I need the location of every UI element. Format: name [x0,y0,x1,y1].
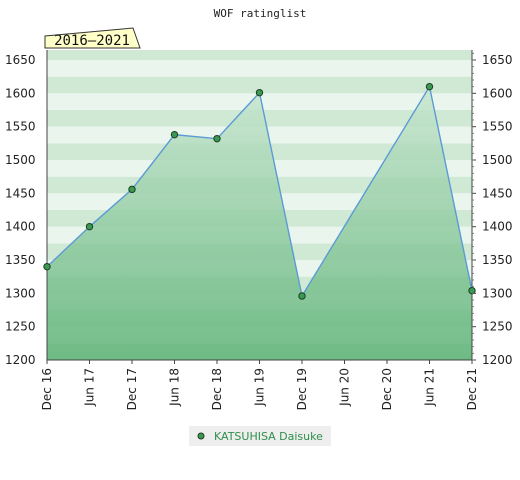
x-tick-label: Jun 18 [168,368,182,407]
legend: KATSUHISA Daisuke [189,426,331,446]
legend-marker [197,432,205,440]
period-badge: 2016–2021 [44,27,141,49]
y-tick-label-left: 1350 [5,253,36,267]
y-axis-left: 1200 1250 1300 1350 1400 1450 1500 1550 1600 1650 [5,53,36,367]
y-tick-label-left: 1250 [5,320,36,334]
y-tick-label-left: 1200 [5,353,36,367]
y-tick-label-right: 1450 [482,186,513,200]
period-badge-label: 2016–2021 [54,33,130,49]
legend-label: KATSUHISA Daisuke [214,430,323,443]
y-tick-label-left: 1600 [5,86,36,100]
x-tick-label: Dec 17 [125,368,139,410]
data-point [298,292,306,300]
x-tick-label: Dec 18 [210,368,224,410]
x-tick-label: Jun 19 [253,368,267,407]
y-tick-label-left: 1450 [5,186,36,200]
y-tick-label-right: 1200 [482,353,513,367]
data-point [128,185,136,194]
y-tick-label-right: 1650 [482,53,513,67]
y-tick-label-left: 1550 [5,120,36,134]
data-point [468,286,476,295]
data-point [255,88,264,97]
x-tick-label: Dec 20 [380,368,394,410]
data-point [43,262,51,271]
data-point [85,222,94,231]
data-point [213,134,221,143]
y-tick-label-left: 1300 [5,286,36,300]
period-badge-box [44,27,141,49]
y-tick-label-right: 1550 [482,120,513,134]
series-area [47,86,472,360]
y-tick-label-right: 1400 [482,220,513,234]
grid-band [47,60,472,77]
legend-box [189,426,331,446]
x-tick-label: Jun 21 [423,368,437,407]
y-tick-label-left: 1400 [5,220,36,234]
data-point [170,130,179,139]
x-tick-label: Jun 20 [338,368,352,407]
data-point [425,82,434,91]
y-tick-label-right: 1300 [482,286,513,300]
y-tick-label-left: 1650 [5,53,36,67]
x-tick-label: Dec 16 [40,368,54,410]
x-tick-label: Dec 19 [295,368,309,410]
y-tick-label-right: 1500 [482,153,513,167]
y-axis-right: 1200 1250 1300 1350 1400 1450 1500 1550 1600 1650 [472,52,513,367]
y-tick-label-right: 1250 [482,320,513,334]
chart-title: WOF ratinglist [214,7,307,20]
x-axis: Dec 16 Jun 17 Dec 17 Jun 18 Dec 18 Jun 19 Dec … [40,360,479,410]
grid-band [47,50,472,60]
x-tick-label: Dec 21 [465,368,479,410]
y-tick-label-right: 1600 [482,86,513,100]
y-tick-label-left: 1500 [5,153,36,167]
y-tick-label-right: 1350 [482,253,513,267]
grid-band [47,76,472,94]
x-tick-label: Jun 17 [83,368,97,407]
